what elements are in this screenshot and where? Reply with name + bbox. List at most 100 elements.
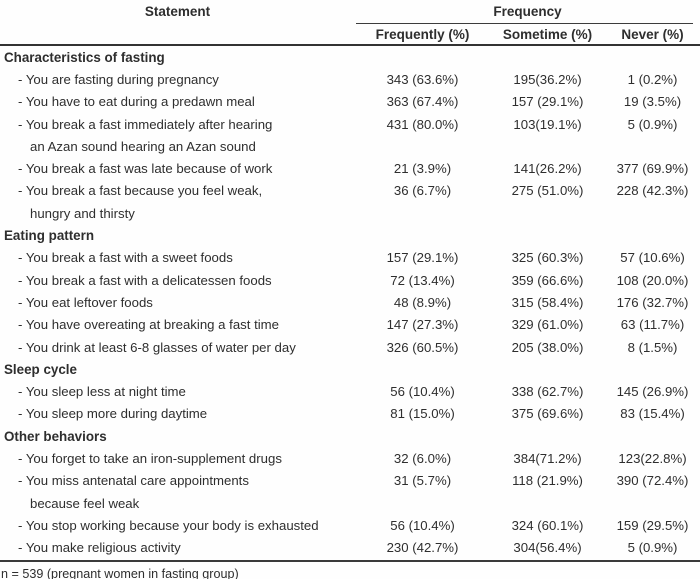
never-cell: 228 (42.3%) — [616, 183, 689, 199]
table-row: - You stop working because your body is … — [0, 514, 700, 536]
statement-cell: - You stop working because your body is … — [18, 517, 319, 533]
table-row: - You have overeating at breaking a fast… — [0, 314, 700, 336]
table-row: - You forget to take an iron-supplement … — [0, 447, 700, 469]
frequently-cell: 326 (60.5%) — [386, 339, 459, 355]
statement-cell: - You break a fast was late because of w… — [18, 161, 273, 177]
frequently-cell: 343 (63.6%) — [386, 71, 459, 87]
section-row: Sleep cycle — [0, 358, 700, 380]
statement-cell: - You drink at least 6-8 glasses of wate… — [18, 339, 296, 355]
statement-cell: - You eat leftover foods — [18, 294, 153, 310]
table-header-subcolumns: Frequently (%) Sometime (%) Never (%) — [0, 24, 700, 44]
never-cell: 57 (10.6%) — [620, 250, 685, 266]
never-cell: 377 (69.9%) — [616, 161, 689, 177]
statement-continuation-row: an Azan sound hearing an Azan sound — [0, 135, 700, 157]
never-cell: 83 (15.4%) — [620, 406, 685, 422]
statement-cell: - You break a fast immediately after hea… — [18, 116, 273, 132]
statement-column-header: Statement — [144, 4, 211, 19]
sometime-cell: 118 (21.9%) — [512, 473, 583, 489]
table-row: - You break a fast with a delicatessen f… — [0, 269, 700, 291]
table-row: - You miss antenatal care appointments 3… — [0, 470, 700, 492]
table-row: - You eat leftover foods 48 (8.9%) 315 (… — [0, 291, 700, 313]
section-title: Other behaviors — [4, 428, 107, 444]
table-bottom-border — [0, 559, 700, 562]
never-cell: 159 (29.5%) — [616, 517, 689, 533]
statement-cell: - You break a fast because you feel weak… — [18, 183, 263, 199]
table-header-top: Statement Frequency — [0, 0, 700, 23]
statement-continuation: hungry and thirsty — [30, 205, 135, 221]
section-row: Other behaviors — [0, 425, 700, 447]
table-row: - You drink at least 6-8 glasses of wate… — [0, 336, 700, 358]
never-cell: 145 (26.9%) — [616, 384, 689, 400]
never-cell: 390 (72.4%) — [616, 473, 689, 489]
frequently-cell: 147 (27.3%) — [386, 317, 459, 333]
frequently-cell: 31 (5.7%) — [393, 473, 452, 489]
statement-continuation-row: hungry and thirsty — [0, 202, 700, 224]
statement-cell: - You miss antenatal care appointments — [18, 473, 249, 489]
table-row: - You break a fast with a sweet foods 15… — [0, 247, 700, 269]
never-cell: 5 (0.9%) — [627, 540, 678, 556]
table-row: - You sleep less at night time 56 (10.4%… — [0, 380, 700, 402]
table-footnote: n = 539 (pregnant women in fasting group… — [1, 566, 239, 579]
sometime-cell: 103(19.1%) — [513, 116, 582, 132]
sometime-cell: 315 (58.4%) — [511, 294, 584, 310]
statement-cell: - You break a fast with a sweet foods — [18, 250, 233, 266]
statement-cell: - You are fasting during pregnancy — [18, 71, 219, 87]
sometime-cell: 338 (62.7%) — [511, 384, 584, 400]
table-row: - You are fasting during pregnancy 343 (… — [0, 68, 700, 90]
frequently-cell: 230 (42.7%) — [386, 540, 459, 556]
statement-continuation: an Azan sound hearing an Azan sound — [30, 138, 256, 154]
section-row: Characteristics of fasting — [0, 46, 700, 68]
section-title: Sleep cycle — [4, 361, 77, 377]
never-cell: 108 (20.0%) — [616, 272, 689, 288]
table-row: - You break a fast was late because of w… — [0, 157, 700, 179]
statement-cell: - You have to eat during a predawn meal — [18, 94, 255, 110]
never-cell: 63 (11.7%) — [620, 317, 685, 333]
sometime-cell: 359 (66.6%) — [511, 272, 584, 288]
statement-cell: - You make religious activity — [18, 540, 181, 556]
section-title: Eating pattern — [4, 228, 95, 244]
statement-cell: - You have overeating at breaking a fast… — [18, 317, 279, 333]
frequently-cell: 56 (10.4%) — [390, 384, 455, 400]
frequency-group-header: Frequency — [493, 4, 562, 19]
statement-cell: - You break a fast with a delicatessen f… — [18, 272, 272, 288]
never-cell: 123(22.8%) — [618, 450, 687, 466]
frequently-cell: 56 (10.4%) — [390, 517, 455, 533]
sometime-cell: 329 (61.0%) — [511, 317, 584, 333]
sometime-cell: 275 (51.0%) — [511, 183, 584, 199]
table-row: - You break a fast immediately after hea… — [0, 113, 700, 135]
sometime-cell: 141(26.2%) — [513, 161, 582, 177]
sometime-cell: 304(56.4%) — [513, 540, 582, 556]
frequently-cell: 81 (15.0%) — [390, 406, 455, 422]
table-row: - You sleep more during daytime 81 (15.0… — [0, 403, 700, 425]
sometime-cell: 157 (29.1%) — [511, 94, 584, 110]
sometime-column-header: Sometime (%) — [502, 26, 593, 42]
frequently-cell: 21 (3.9%) — [393, 161, 452, 177]
statement-cell: - You forget to take an iron-supplement … — [18, 450, 282, 466]
header-divider — [0, 44, 700, 46]
table-row: - You break a fast because you feel weak… — [0, 180, 700, 202]
frequently-cell: 32 (6.0%) — [393, 450, 452, 466]
never-cell: 1 (0.2%) — [627, 71, 678, 87]
statement-cell: - You sleep more during daytime — [18, 406, 208, 422]
never-column-header: Never (%) — [621, 26, 684, 42]
table-row: - You make religious activity 230 (42.7%… — [0, 537, 700, 559]
frequently-column-header: Frequently (%) — [375, 26, 470, 42]
frequently-cell: 72 (13.4%) — [390, 272, 455, 288]
frequently-cell: 431 (80.0%) — [386, 116, 459, 132]
statement-continuation: because feel weak — [30, 495, 140, 511]
frequently-cell: 157 (29.1%) — [386, 250, 459, 266]
sometime-cell: 375 (69.6%) — [511, 406, 584, 422]
frequently-cell: 48 (8.9%) — [393, 294, 452, 310]
frequently-cell: 36 (6.7%) — [393, 183, 452, 199]
sometime-cell: 325 (60.3%) — [511, 250, 584, 266]
sometime-cell: 205 (38.0%) — [511, 339, 584, 355]
section-row: Eating pattern — [0, 224, 700, 246]
never-cell: 8 (1.5%) — [627, 339, 678, 355]
never-cell: 176 (32.7%) — [616, 294, 689, 310]
statement-continuation-row: because feel weak — [0, 492, 700, 514]
table-row: - You have to eat during a predawn meal … — [0, 91, 700, 113]
never-cell: 19 (3.5%) — [623, 94, 682, 110]
section-title: Characteristics of fasting — [4, 49, 165, 65]
sometime-cell: 384(71.2%) — [513, 450, 582, 466]
